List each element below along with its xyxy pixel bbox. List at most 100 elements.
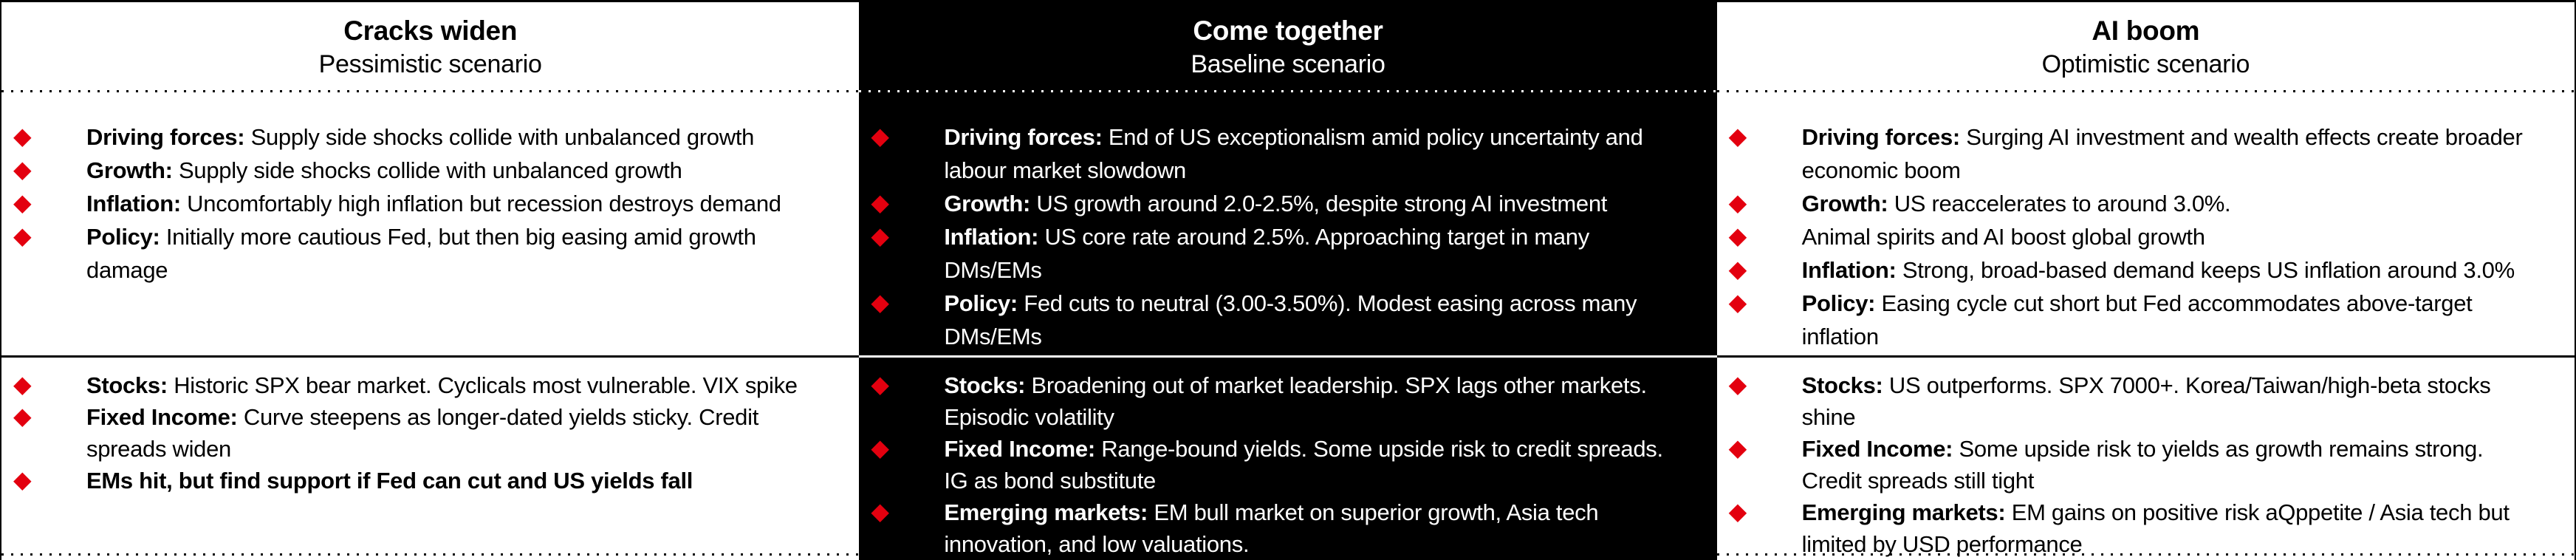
bullet-label: Growth: bbox=[944, 191, 1031, 216]
bottom-separator bbox=[1, 553, 860, 556]
bullet-text: US outperforms. SPX 7000+. Korea/Taiwan/… bbox=[1801, 372, 2491, 430]
scenario-card-optimistic: AI boom Optimistic scenario ◆ Driving for… bbox=[1716, 2, 2575, 560]
macro-bullet-list: ◆ Driving forces: Supply side shocks coll… bbox=[1, 120, 859, 287]
bullet-item: ◆ Stocks: US outperforms. SPX 7000+. Kore… bbox=[1717, 369, 2575, 433]
card-title: Cracks widen bbox=[343, 16, 518, 46]
bullet-text: Broadening out of market leadership. SPX… bbox=[944, 372, 1647, 430]
macro-section: ◆ Driving forces: End of US exceptionalis… bbox=[859, 92, 1716, 355]
bullet-label: Inflation: bbox=[1801, 257, 1897, 283]
bullet-text: Fed cuts to neutral (3.00-3.50%). Modest… bbox=[944, 290, 1637, 349]
bullet-item: ◆ Fixed Income: Range-bound yields. Some … bbox=[859, 433, 1716, 496]
macro-section: ◆ Driving forces: Surging AI investment a… bbox=[1717, 92, 2575, 355]
bullet-label: Driving forces: bbox=[86, 124, 245, 150]
bullet-item: ◆ Emerging markets: EM gains on positive … bbox=[1717, 496, 2575, 560]
bullet-item: ◆ Inflation: US core rate around 2.5%. Ap… bbox=[859, 220, 1716, 287]
bullet-item: ◆ Inflation: Uncomfortably high inflation… bbox=[1, 187, 859, 220]
bullet-label: Emerging markets: bbox=[1801, 499, 2006, 525]
card-subtitle: Baseline scenario bbox=[1191, 50, 1385, 78]
bottom-separator bbox=[1716, 553, 2575, 556]
bullet-item: ◆ Growth: US growth around 2.0-2.5%, desp… bbox=[859, 187, 1716, 220]
header-separator bbox=[859, 90, 1717, 92]
bullet-item: ◆ Stocks: Historic SPX bear market. Cycli… bbox=[1, 369, 859, 401]
diamond-bullet-icon: ◆ bbox=[13, 189, 32, 216]
bullet-label: Fixed Income: bbox=[944, 436, 1095, 462]
bullet-text: Easing cycle cut short but Fed accommoda… bbox=[1801, 290, 2473, 349]
bullet-text: Strong, broad-based demand keeps US infl… bbox=[1896, 257, 2515, 283]
bullet-text: Surging AI investment and wealth effects… bbox=[1801, 124, 2523, 183]
bullet-item: ◆ Driving forces: Supply side shocks coll… bbox=[1, 120, 859, 154]
bullet-text: Some upside risk to yields as growth rem… bbox=[1801, 436, 2484, 494]
bullet-label: Driving forces: bbox=[1801, 124, 1961, 150]
bullet-item: ◆ Animal spirits and AI boost global grow… bbox=[1717, 220, 2575, 253]
diamond-bullet-icon: ◆ bbox=[1728, 222, 1747, 249]
bullet-label: Stocks: bbox=[1801, 372, 1883, 398]
diamond-bullet-icon: ◆ bbox=[13, 403, 32, 429]
bullet-label: Policy: bbox=[944, 290, 1018, 316]
card-title: Come together bbox=[1193, 16, 1383, 46]
diamond-bullet-icon: ◆ bbox=[13, 371, 32, 397]
bullet-text: US core rate around 2.5%. Approaching ta… bbox=[944, 224, 1589, 283]
bullet-text: Uncomfortably high inflation but recessi… bbox=[180, 191, 781, 216]
diamond-bullet-icon: ◆ bbox=[871, 222, 889, 249]
card-title: AI boom bbox=[2092, 16, 2200, 46]
bullet-text: Curve steepens as longer-dated yields st… bbox=[86, 404, 759, 462]
bullet-text: Historic SPX bear market. Cyclicals most… bbox=[167, 372, 798, 398]
diamond-bullet-icon: ◆ bbox=[871, 289, 889, 315]
header-separator bbox=[1, 90, 860, 92]
bullet-text: US growth around 2.0-2.5%, despite stron… bbox=[1030, 191, 1608, 216]
macro-bullet-list: ◆ Driving forces: End of US exceptionalis… bbox=[859, 120, 1716, 353]
bullet-label: Emerging markets: bbox=[944, 499, 1148, 525]
diamond-bullet-icon: ◆ bbox=[13, 466, 32, 493]
diamond-bullet-icon: ◆ bbox=[871, 498, 889, 525]
diamond-bullet-icon: ◆ bbox=[871, 371, 889, 397]
bullet-text: Supply side shocks collide with unbalanc… bbox=[244, 124, 755, 150]
diamond-bullet-icon: ◆ bbox=[13, 156, 32, 182]
bullet-item: ◆ Driving forces: End of US exceptionalis… bbox=[859, 120, 1716, 187]
markets-bullet-list: ◆ Stocks: Broadening out of market leader… bbox=[859, 369, 1716, 560]
card-header: Come together Baseline scenario bbox=[859, 2, 1716, 90]
bullet-label: Fixed Income: bbox=[86, 404, 238, 430]
bullet-item: ◆ EMs hit, but find support if Fed can cu… bbox=[1, 465, 859, 496]
header-separator bbox=[1716, 90, 2575, 92]
bullet-text: Animal spirits and AI boost global growt… bbox=[1801, 224, 2205, 250]
markets-section: ◆ Stocks: US outperforms. SPX 7000+. Kore… bbox=[1717, 358, 2575, 560]
markets-bullet-list: ◆ Stocks: US outperforms. SPX 7000+. Kore… bbox=[1717, 369, 2575, 560]
card-subtitle: Optimistic scenario bbox=[2041, 50, 2250, 78]
diamond-bullet-icon: ◆ bbox=[1728, 256, 1747, 282]
bullet-text: Supply side shocks collide with unbalanc… bbox=[172, 157, 682, 183]
bullet-text: Range-bound yields. Some upside risk to … bbox=[944, 436, 1663, 494]
macro-section: ◆ Driving forces: Supply side shocks coll… bbox=[1, 92, 859, 355]
bullet-item: ◆ Driving forces: Surging AI investment a… bbox=[1717, 120, 2575, 187]
bullet-item: ◆ Growth: US reaccelerates to around 3.0%… bbox=[1717, 187, 2575, 220]
bullet-label: Policy: bbox=[1801, 290, 1876, 316]
bullet-text: Initially more cautious Fed, but then bi… bbox=[86, 224, 756, 283]
bullet-text: End of US exceptionalism amid policy unc… bbox=[944, 124, 1643, 183]
scenario-card-baseline: Come together Baseline scenario ◆ Driving… bbox=[859, 2, 1717, 560]
bullet-item: ◆ Growth: Supply side shocks collide with… bbox=[1, 154, 859, 187]
markets-section: ◆ Stocks: Broadening out of market leader… bbox=[859, 358, 1716, 560]
bullet-item: ◆ Inflation: Strong, broad-based demand k… bbox=[1717, 253, 2575, 287]
bullet-label: Stocks: bbox=[86, 372, 168, 398]
markets-bullet-list: ◆ Stocks: Historic SPX bear market. Cycli… bbox=[1, 369, 859, 496]
diamond-bullet-icon: ◆ bbox=[871, 434, 889, 461]
diamond-bullet-icon: ◆ bbox=[871, 189, 889, 216]
bullet-label: Driving forces: bbox=[944, 124, 1103, 150]
section-divider bbox=[859, 355, 1717, 358]
bullet-label: Growth: bbox=[1801, 191, 1888, 216]
diamond-bullet-icon: ◆ bbox=[1728, 371, 1747, 397]
diamond-bullet-icon: ◆ bbox=[1728, 123, 1747, 149]
diamond-bullet-icon: ◆ bbox=[1728, 289, 1747, 315]
bullet-label: Policy: bbox=[86, 224, 160, 250]
bullet-text: US reaccelerates to around 3.0%. bbox=[1888, 191, 2231, 216]
bullet-label: Fixed Income: bbox=[1801, 436, 1953, 462]
bullet-text: EM gains on positive risk aQppetite / As… bbox=[1801, 499, 2510, 557]
bullet-item: ◆ Policy: Easing cycle cut short but Fed … bbox=[1717, 287, 2575, 353]
bullet-item: ◆ Policy: Fed cuts to neutral (3.00-3.50%… bbox=[859, 287, 1716, 353]
diamond-bullet-icon: ◆ bbox=[1728, 434, 1747, 461]
diamond-bullet-icon: ◆ bbox=[1728, 189, 1747, 216]
bullet-label: Stocks: bbox=[944, 372, 1026, 398]
bullet-text: EM bull market on superior growth, Asia … bbox=[944, 499, 1599, 557]
bullet-item: ◆ Emerging markets: EM bull market on sup… bbox=[859, 496, 1716, 560]
bullet-item: ◆ Fixed Income: Some upside risk to yield… bbox=[1717, 433, 2575, 496]
